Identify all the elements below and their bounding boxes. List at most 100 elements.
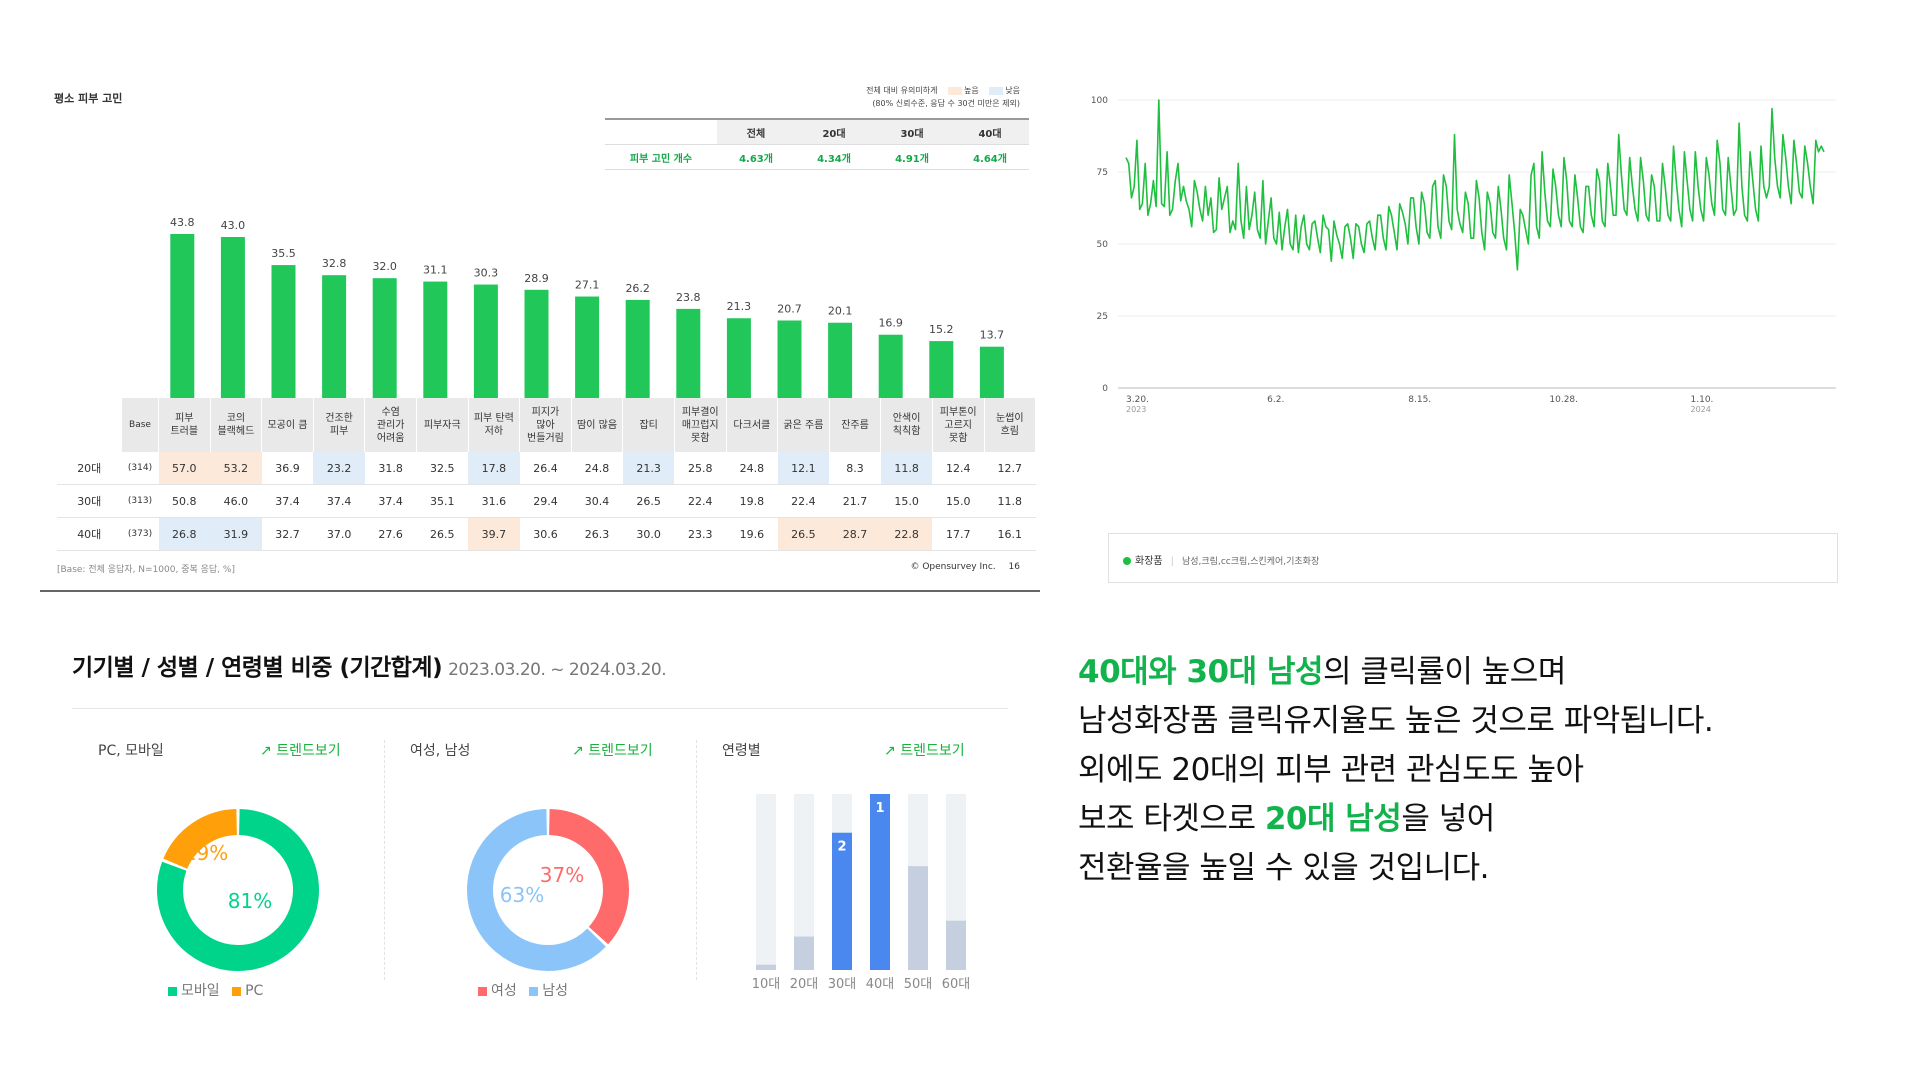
bar-value-label: 31.1: [423, 264, 448, 277]
value-cell: 19.8: [726, 484, 778, 518]
category-header: 코의 블랙헤드: [210, 398, 263, 452]
series-name: 화장품: [1135, 556, 1163, 567]
value-cell: 27.6: [364, 517, 417, 551]
category-header: 건조한 피부: [313, 398, 366, 452]
category-header: 모공이 큼: [261, 398, 314, 452]
value-cell: 30.4: [571, 484, 623, 518]
y-tick-label: 50: [1097, 240, 1109, 250]
trend-up-icon: ↗: [884, 743, 896, 759]
age-bar: [870, 794, 890, 970]
value-cell: 26.5: [622, 484, 675, 518]
bar: [170, 234, 195, 398]
value-cell: 31.6: [468, 484, 520, 518]
device-label: PC, 모바일: [98, 743, 164, 759]
text: 을 넣어: [1401, 801, 1495, 837]
value-cell: 53.2: [210, 452, 262, 485]
trend-link-label: 트렌드보기: [900, 743, 965, 759]
bar-value-label: 23.8: [676, 291, 701, 304]
gender-trend-link[interactable]: ↗ 트렌드보기: [572, 740, 653, 760]
x-tick-label: 8.15.: [1408, 395, 1431, 405]
age-bar: [756, 964, 776, 970]
value-cell: 31.9: [210, 517, 262, 551]
bar-value-label: 43.8: [170, 216, 195, 229]
value-cell: 23.2: [313, 452, 365, 485]
category-header: 수염 관리가 어려움: [364, 398, 417, 452]
mobile-swatch: [168, 986, 177, 996]
value-cell: 37.4: [364, 484, 417, 518]
value-cell: 35.1: [416, 484, 469, 518]
x-tick-label: 6.2.: [1267, 395, 1284, 405]
bar-value-label: 30.3: [474, 267, 499, 280]
device-legend: 모바일 PC: [160, 980, 263, 1000]
insight-line-2: 남성화장품 클릭유지율도 높은 것으로 파악됩니다.: [1078, 703, 1714, 739]
device-donut: 19%81%: [157, 809, 319, 971]
value-cell: 26.5: [777, 517, 830, 551]
value-cell: 12.1: [777, 452, 830, 485]
value-cell: 24.8: [571, 452, 623, 485]
summary-table: 전체 20대 30대 40대 피부 고민 개수 4.63개 4.34개 4.91…: [605, 118, 1029, 170]
legend-pc: PC: [245, 983, 264, 999]
value-cell: 26.8: [158, 517, 211, 551]
value-cell: 17.7: [932, 517, 984, 551]
category-header: 눈썹이 흐림: [984, 398, 1037, 452]
table-row: 20대 (314) 57.0 53.2 36.9 23.2 31.8 32.5 17.8 26.4…: [57, 452, 1036, 485]
value-cell: 11.8: [984, 484, 1036, 518]
age-category-label: 20대: [790, 977, 819, 990]
value-cell: 22.4: [674, 484, 727, 518]
value-cell: 15.0: [932, 484, 984, 518]
donut-pct-label: 81%: [228, 889, 272, 913]
base-cell: (314): [121, 452, 159, 485]
value-cell: 29.4: [519, 484, 572, 518]
value-cell: 26.3: [571, 517, 623, 551]
table-row: 40대 (373) 26.8 31.9 32.7 37.0 27.6 26.5 39.7 30.6…: [57, 517, 1036, 551]
x-tick-label: 3.20.: [1126, 395, 1149, 405]
insight-line-4: 보조 타겟으로 20대 남성을 넣어: [1078, 795, 1898, 844]
bar: [625, 299, 650, 398]
bar-value-label: 20.1: [828, 305, 853, 318]
value-cell: 57.0: [158, 452, 211, 485]
age-bar-track: [756, 794, 776, 970]
column-separator: [384, 740, 385, 980]
age-rank-label: 1: [875, 801, 884, 816]
bar-value-label: 15.2: [929, 323, 954, 336]
bar: [828, 322, 853, 398]
value-cell: 11.8: [880, 452, 933, 485]
highlight: 40대와 30대 남성: [1078, 654, 1323, 690]
gender-label: 여성, 남성: [410, 743, 471, 759]
legend-low-label: 낮음: [1005, 86, 1020, 95]
x-tick-year: 2023: [1126, 405, 1146, 414]
value-cell: 28.7: [829, 517, 881, 551]
text: 의 클릭률이 높으며: [1322, 654, 1566, 690]
summary-header: 20대: [795, 118, 873, 145]
column-separator: [696, 740, 697, 980]
value-cell: 37.4: [261, 484, 314, 518]
donut-slice: [467, 809, 606, 971]
value-cell: 26.5: [416, 517, 469, 551]
series-keywords: 남성,크림,cc크림,스킨케어,기초화장: [1181, 557, 1320, 567]
age-trend-link[interactable]: ↗ 트렌드보기: [884, 740, 965, 760]
corner-cell: [57, 398, 122, 452]
donut-slice: [163, 809, 238, 870]
category-header: 피지가 많아 번들거림: [519, 398, 572, 452]
bar-value-label: 35.5: [271, 247, 296, 260]
value-cell: 26.4: [519, 452, 572, 485]
value-cell: 15.0: [880, 484, 933, 518]
legend-low-swatch: [989, 86, 1004, 95]
demographics-panel: 기기별 / 성별 / 연령별 비중 (기간합계) 2023.03.20. ~ 20…: [60, 640, 1020, 1040]
gender-donut: 37%63%: [467, 809, 629, 971]
significance-legend: 전체 대비 유의미하게 높음 낮음 (80% 신뢰수준, 응답 수 30건 미만…: [866, 84, 1020, 110]
table-header-row: Base 피부 트러블 코의 블랙헤드 모공이 큼 건조한 피부 수염 관리가 어려움 피부자극 피부 …: [57, 398, 1037, 452]
bar-value-label: 28.9: [524, 272, 549, 285]
value-cell: 8.3: [829, 452, 881, 485]
value-cell: 50.8: [158, 484, 211, 518]
bar-value-label: 16.9: [878, 317, 903, 330]
age-label: 연령별: [722, 743, 761, 759]
insight-text: 40대와 30대 남성의 클릭률이 높으며 남성화장품 클릭유지율도 높은 것으…: [1078, 648, 1898, 893]
value-cell: 22.4: [777, 484, 830, 518]
device-trend-link[interactable]: ↗ 트렌드보기: [260, 740, 341, 760]
age-bar-track: [794, 794, 814, 970]
age-rank-label: 2: [837, 840, 846, 855]
legend-mobile: 모바일: [181, 983, 220, 999]
bar: [271, 265, 296, 398]
summary-value: 4.64개: [951, 144, 1029, 170]
